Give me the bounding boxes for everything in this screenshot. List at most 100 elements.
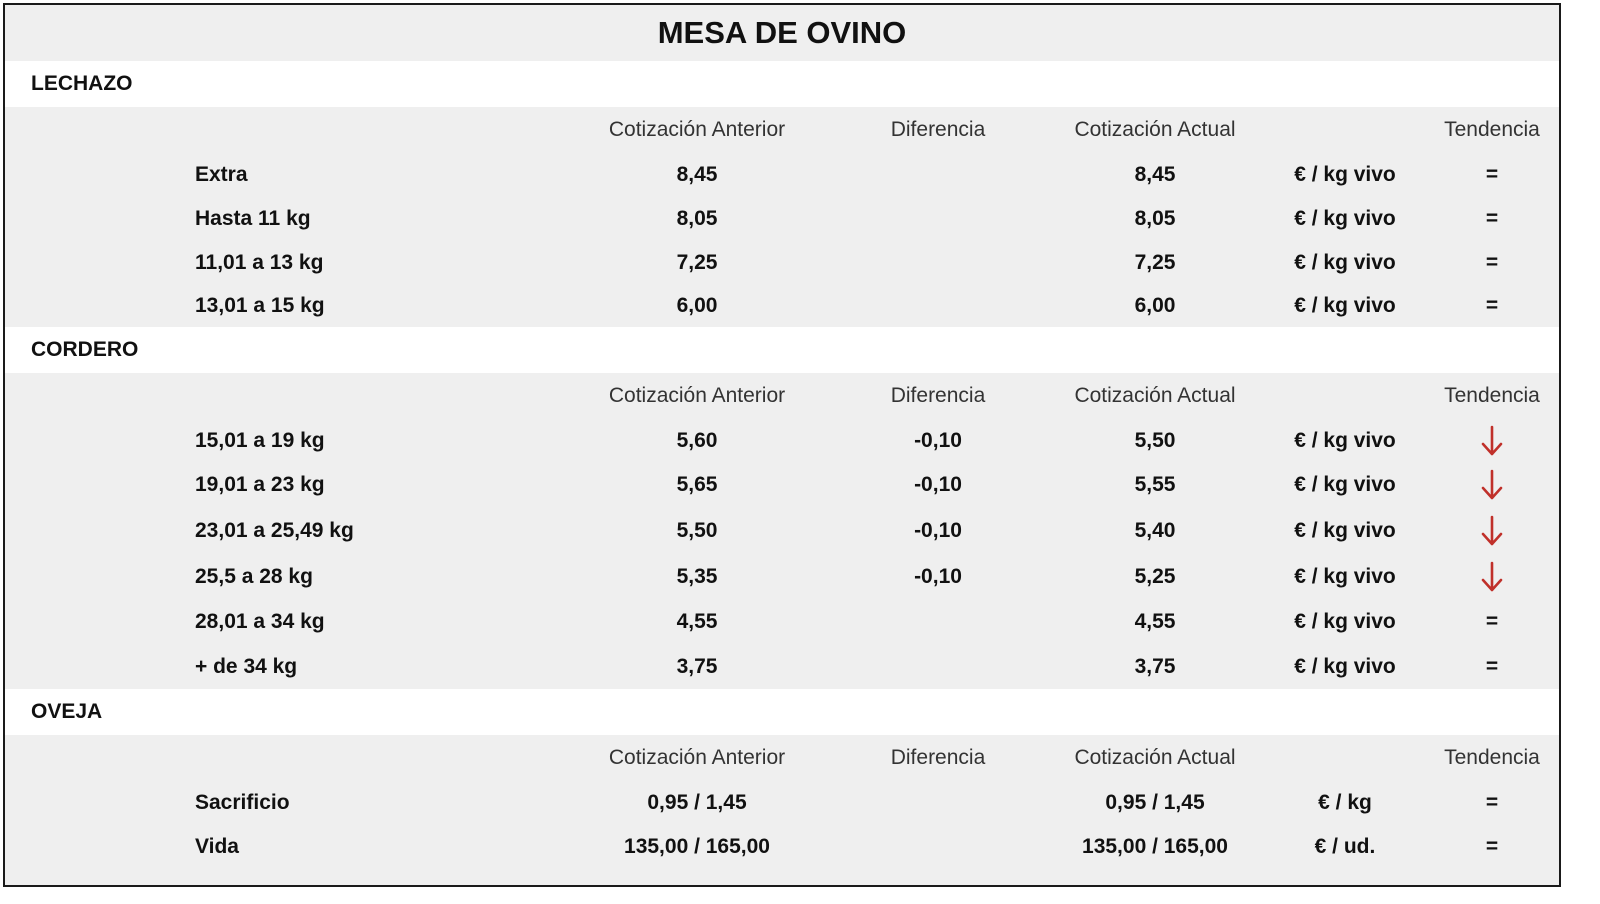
column-header-prev: Cotización Anterior bbox=[608, 384, 786, 407]
column-header-diff: Diferencia bbox=[890, 384, 986, 407]
down-arrow-icon bbox=[1425, 555, 1559, 599]
row-prev: 8,05 bbox=[676, 207, 718, 230]
row-curr: 4,55 bbox=[1134, 610, 1176, 633]
row-label: 15,01 a 19 kg bbox=[195, 429, 325, 452]
row-curr: 5,25 bbox=[1134, 565, 1176, 588]
row-prev: 4,55 bbox=[676, 610, 718, 633]
down-arrow-icon bbox=[1425, 419, 1559, 463]
section-grid-oveja: Cotización Anterior Diferencia Cotizació… bbox=[5, 735, 1559, 869]
row-prev: 0,95 / 1,45 bbox=[647, 791, 747, 814]
equal-icon: = bbox=[1485, 835, 1499, 858]
column-header-curr: Cotización Actual bbox=[1074, 746, 1236, 769]
row-prev: 7,25 bbox=[676, 251, 718, 274]
section-grid-lechazo: Cotización Anterior Diferencia Cotizació… bbox=[5, 107, 1559, 327]
table-row: + de 34 kg 3,75 3,75 € / kg vivo = bbox=[5, 645, 1559, 689]
table-row: Hasta 11 kg 8,05 8,05 € / kg vivo = bbox=[5, 197, 1559, 241]
column-header-row: Cotización Anterior Diferencia Cotizació… bbox=[5, 107, 1559, 153]
row-curr: 8,05 bbox=[1134, 207, 1176, 230]
column-header-trend: Tendencia bbox=[1444, 118, 1540, 141]
column-header-prev: Cotización Anterior bbox=[608, 746, 786, 769]
table-row: 13,01 a 15 kg 6,00 6,00 € / kg vivo = bbox=[5, 285, 1559, 327]
row-label: 28,01 a 34 kg bbox=[195, 610, 325, 633]
row-prev: 5,35 bbox=[676, 565, 718, 588]
row-label: Vida bbox=[195, 835, 239, 858]
price-table-frame: MESA DE OVINO LECHAZO Cotización Anterio… bbox=[3, 3, 1561, 887]
down-arrow-icon bbox=[1425, 463, 1559, 507]
table-row: Vida 135,00 / 165,00 135,00 / 165,00 € /… bbox=[5, 825, 1559, 869]
row-curr: 8,45 bbox=[1134, 163, 1176, 186]
column-header-prev: Cotización Anterior bbox=[608, 118, 786, 141]
row-prev: 5,60 bbox=[676, 429, 718, 452]
equal-icon: = bbox=[1485, 294, 1499, 317]
section-header-lechazo: LECHAZO bbox=[5, 61, 1559, 107]
row-prev: 5,50 bbox=[676, 519, 718, 542]
row-prev: 6,00 bbox=[676, 294, 718, 317]
row-unit: € / kg vivo bbox=[1294, 163, 1396, 186]
row-unit: € / kg vivo bbox=[1294, 251, 1396, 274]
down-arrow-icon bbox=[1425, 507, 1559, 555]
row-diff bbox=[853, 645, 1023, 689]
table-row: 23,01 a 25,49 kg 5,50 -0,10 5,40 € / kg … bbox=[5, 507, 1559, 555]
section-grid-cordero: Cotización Anterior Diferencia Cotizació… bbox=[5, 373, 1559, 689]
section-header-oveja: OVEJA bbox=[5, 689, 1559, 735]
equal-icon: = bbox=[1485, 791, 1499, 814]
row-diff bbox=[853, 599, 1023, 645]
row-unit: € / kg bbox=[1318, 791, 1372, 814]
row-diff bbox=[853, 241, 1023, 285]
row-unit: € / kg vivo bbox=[1294, 655, 1396, 678]
row-curr: 5,50 bbox=[1134, 429, 1176, 452]
row-diff: -0,10 bbox=[914, 565, 962, 588]
column-header-trend: Tendencia bbox=[1444, 384, 1540, 407]
row-label: 19,01 a 23 kg bbox=[195, 473, 325, 496]
row-prev: 5,65 bbox=[676, 473, 718, 496]
column-header-diff: Diferencia bbox=[890, 118, 986, 141]
column-header-diff: Diferencia bbox=[890, 746, 986, 769]
equal-icon: = bbox=[1485, 655, 1499, 678]
row-unit: € / kg vivo bbox=[1294, 565, 1396, 588]
row-prev: 8,45 bbox=[676, 163, 718, 186]
row-unit: € / kg vivo bbox=[1294, 610, 1396, 633]
row-unit: € / kg vivo bbox=[1294, 473, 1396, 496]
table-row: 28,01 a 34 kg 4,55 4,55 € / kg vivo = bbox=[5, 599, 1559, 645]
row-diff: -0,10 bbox=[914, 429, 962, 452]
row-diff: -0,10 bbox=[914, 519, 962, 542]
column-header-curr: Cotización Actual bbox=[1074, 384, 1236, 407]
row-label: Sacrificio bbox=[195, 791, 290, 814]
column-header-trend: Tendencia bbox=[1444, 746, 1540, 769]
row-diff bbox=[853, 781, 1023, 825]
row-diff: -0,10 bbox=[914, 473, 962, 496]
row-prev: 135,00 / 165,00 bbox=[624, 835, 770, 858]
table-row: 19,01 a 23 kg 5,65 -0,10 5,55 € / kg viv… bbox=[5, 463, 1559, 507]
row-label: Extra bbox=[195, 163, 248, 186]
row-unit: € / kg vivo bbox=[1294, 294, 1396, 317]
table-row: 15,01 a 19 kg 5,60 -0,10 5,50 € / kg viv… bbox=[5, 419, 1559, 463]
row-prev: 3,75 bbox=[676, 655, 718, 678]
row-curr: 7,25 bbox=[1134, 251, 1176, 274]
row-label: + de 34 kg bbox=[195, 655, 298, 678]
equal-icon: = bbox=[1485, 207, 1499, 230]
row-unit: € / ud. bbox=[1314, 835, 1376, 858]
row-unit: € / kg vivo bbox=[1294, 207, 1396, 230]
row-diff bbox=[853, 285, 1023, 327]
row-label: 25,5 a 28 kg bbox=[195, 565, 313, 588]
equal-icon: = bbox=[1485, 610, 1499, 633]
section-header-cordero: CORDERO bbox=[5, 327, 1559, 373]
row-label: 11,01 a 13 kg bbox=[195, 251, 324, 274]
row-label: Hasta 11 kg bbox=[195, 207, 311, 230]
column-header-row: Cotización Anterior Diferencia Cotizació… bbox=[5, 373, 1559, 419]
row-diff bbox=[853, 197, 1023, 241]
column-header-curr: Cotización Actual bbox=[1074, 118, 1236, 141]
row-label: 23,01 a 25,49 kg bbox=[195, 519, 354, 542]
table-row: Sacrificio 0,95 / 1,45 0,95 / 1,45 € / k… bbox=[5, 781, 1559, 825]
row-diff bbox=[853, 153, 1023, 197]
page-title: MESA DE OVINO bbox=[5, 5, 1559, 61]
table-row: Extra 8,45 8,45 € / kg vivo = bbox=[5, 153, 1559, 197]
equal-icon: = bbox=[1485, 163, 1499, 186]
row-curr: 135,00 / 165,00 bbox=[1082, 835, 1228, 858]
row-curr: 5,55 bbox=[1134, 473, 1176, 496]
row-curr: 6,00 bbox=[1134, 294, 1176, 317]
equal-icon: = bbox=[1485, 251, 1499, 274]
row-curr: 0,95 / 1,45 bbox=[1105, 791, 1205, 814]
table-row: 11,01 a 13 kg 7,25 7,25 € / kg vivo = bbox=[5, 241, 1559, 285]
row-curr: 5,40 bbox=[1134, 519, 1176, 542]
